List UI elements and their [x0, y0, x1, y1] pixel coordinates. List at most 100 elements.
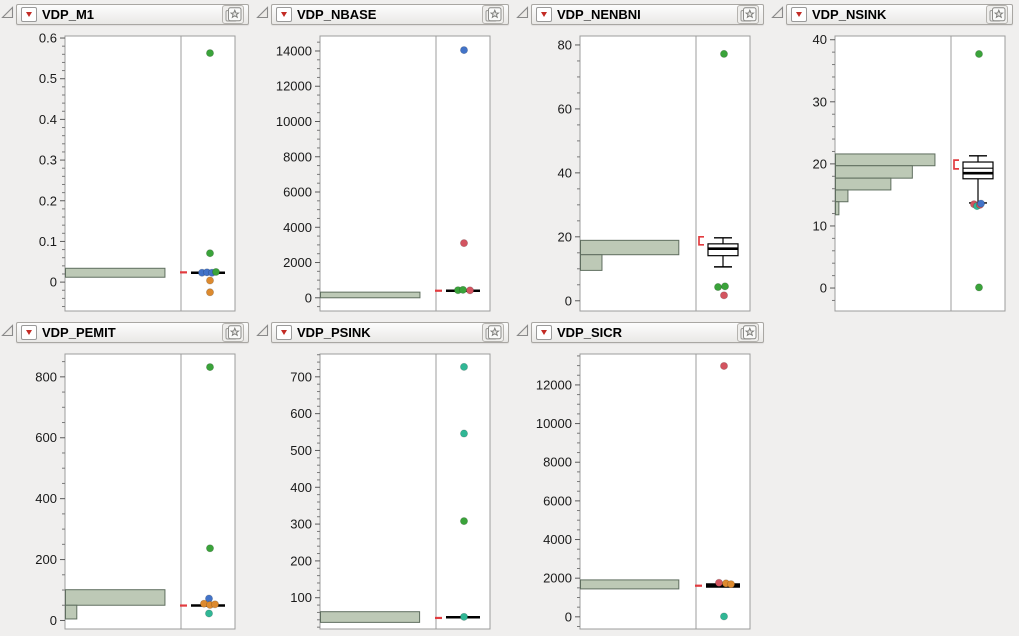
- save-report-button[interactable]: [482, 5, 504, 24]
- histogram-bar[interactable]: [65, 267, 166, 278]
- axis-tick-label: 2000: [543, 571, 572, 586]
- red-triangle-menu-button[interactable]: [276, 325, 292, 340]
- outlier-point[interactable]: [726, 580, 735, 589]
- outlier-point[interactable]: [204, 609, 213, 618]
- save-report-button[interactable]: [986, 5, 1008, 24]
- red-triangle-menu-button[interactable]: [276, 7, 292, 22]
- disclosure-triangle-icon[interactable]: [771, 6, 784, 19]
- outlier-point[interactable]: [974, 283, 983, 292]
- axis-tick-label: 100: [290, 590, 312, 605]
- axis-tick-label: 0: [820, 281, 827, 296]
- save-report-button[interactable]: [482, 323, 504, 342]
- distribution-panel: VDP_NBASE 0 2000 4000 6000 8000 10000 12000 140…: [255, 0, 515, 321]
- report-star-icon: [225, 7, 241, 22]
- panel-titlebar[interactable]: VDP_NSINK: [786, 4, 1013, 25]
- distribution-chart: 100 200 300 400 500 600 700: [290, 353, 491, 630]
- outlier-point[interactable]: [205, 249, 214, 258]
- boxplot-box[interactable]: [962, 161, 994, 180]
- axis-tick-label: 400: [35, 491, 57, 506]
- chart-area[interactable]: 0 20 40 60 80: [530, 28, 770, 321]
- disclosure-triangle-icon[interactable]: [256, 324, 269, 337]
- outlier-point[interactable]: [458, 285, 467, 294]
- outlier-point[interactable]: [465, 286, 474, 295]
- chart-area[interactable]: 0 0.1 0.2 0.3 0.4 0.5 0.6: [15, 28, 255, 321]
- outlier-point[interactable]: [459, 239, 468, 248]
- outlier-point[interactable]: [719, 361, 728, 370]
- plot-frame: [319, 353, 491, 630]
- outlier-point[interactable]: [459, 362, 468, 371]
- outlier-point[interactable]: [719, 612, 728, 621]
- histogram-bar[interactable]: [65, 589, 166, 606]
- panel-titlebar[interactable]: VDP_M1: [16, 4, 249, 25]
- disclosure-triangle-icon: [256, 324, 269, 337]
- histogram-bar[interactable]: [320, 291, 421, 299]
- plot-frame: [579, 35, 751, 312]
- disclosure-triangle-icon[interactable]: [516, 6, 529, 19]
- outlier-point[interactable]: [976, 199, 985, 208]
- axis-tick-label: 60: [558, 101, 572, 116]
- outlier-point[interactable]: [459, 517, 468, 526]
- axis-tick-label: 20: [813, 156, 827, 171]
- outlier-point[interactable]: [205, 288, 214, 297]
- outlier-point[interactable]: [459, 46, 468, 55]
- outlier-point[interactable]: [205, 363, 214, 372]
- axis-tick-label: 8000: [283, 149, 312, 164]
- panel-titlebar[interactable]: VDP_PEMIT: [16, 322, 249, 343]
- report-star-icon: [225, 325, 241, 340]
- histogram-bar[interactable]: [580, 579, 680, 590]
- histogram-bar[interactable]: [835, 153, 936, 167]
- outlier-point[interactable]: [713, 283, 722, 292]
- disclosure-triangle-icon[interactable]: [1, 6, 14, 19]
- save-report-button[interactable]: [222, 323, 244, 342]
- disclosure-triangle-icon[interactable]: [516, 324, 529, 337]
- disclosure-triangle-icon: [516, 6, 529, 19]
- panel-titlebar[interactable]: VDP_NENBNI: [531, 4, 764, 25]
- panel-titlebar[interactable]: VDP_SICR: [531, 322, 764, 343]
- outlier-point[interactable]: [974, 50, 983, 59]
- histogram-bar[interactable]: [320, 611, 421, 623]
- histogram-bar[interactable]: [835, 189, 849, 203]
- distribution-panel: VDP_PSINK 100 200 300 400 500 600 700: [255, 318, 515, 636]
- axis-tick-label: 700: [290, 369, 312, 384]
- outlier-point[interactable]: [205, 544, 214, 553]
- chart-area[interactable]: 0 200 400 600 800: [15, 346, 255, 636]
- outlier-point[interactable]: [714, 578, 723, 587]
- outlier-point[interactable]: [719, 49, 728, 58]
- distribution-chart: 0 2000 4000 6000 8000 10000 12000: [536, 353, 751, 630]
- chart-area[interactable]: 0 2000 4000 6000 8000 10000 12000 14000: [270, 28, 515, 321]
- chart-area[interactable]: 0 10 20 30 40: [785, 28, 1019, 321]
- disclosure-triangle-icon[interactable]: [256, 6, 269, 19]
- axis-tick-label: 4000: [543, 532, 572, 547]
- outlier-point[interactable]: [210, 600, 219, 609]
- outlier-point[interactable]: [211, 267, 220, 276]
- histogram-bar[interactable]: [835, 165, 913, 179]
- distribution-chart: 0 20 40 60 80: [558, 35, 751, 312]
- save-report-button[interactable]: [737, 323, 759, 342]
- chart-area[interactable]: 100 200 300 400 500 600 700: [270, 346, 515, 636]
- report-star-icon: [989, 7, 1005, 22]
- red-triangle-menu-button[interactable]: [21, 325, 37, 340]
- red-triangle-menu-button[interactable]: [536, 325, 552, 340]
- disclosure-triangle-icon[interactable]: [1, 324, 14, 337]
- red-triangle-menu-button[interactable]: [536, 7, 552, 22]
- chart-area[interactable]: 0 2000 4000 6000 8000 10000 12000: [530, 346, 770, 636]
- histogram-bar[interactable]: [580, 254, 603, 271]
- red-triangle-menu-button[interactable]: [21, 7, 37, 22]
- red-triangle-menu-button[interactable]: [791, 7, 807, 22]
- save-report-button[interactable]: [222, 5, 244, 24]
- outlier-point[interactable]: [459, 612, 468, 621]
- axis-tick-label: 800: [35, 369, 57, 384]
- panel-titlebar[interactable]: VDP_NBASE: [271, 4, 509, 25]
- outlier-point[interactable]: [719, 291, 728, 300]
- outlier-point[interactable]: [459, 429, 468, 438]
- outlier-point[interactable]: [205, 49, 214, 58]
- panel-titlebar[interactable]: VDP_PSINK: [271, 322, 509, 343]
- outlier-point[interactable]: [720, 282, 729, 291]
- histogram-bar[interactable]: [835, 201, 840, 216]
- outlier-point[interactable]: [205, 276, 214, 285]
- save-report-button[interactable]: [737, 5, 759, 24]
- histogram-bar[interactable]: [835, 177, 892, 191]
- histogram-bar[interactable]: [65, 604, 78, 620]
- histogram-bar[interactable]: [580, 239, 680, 256]
